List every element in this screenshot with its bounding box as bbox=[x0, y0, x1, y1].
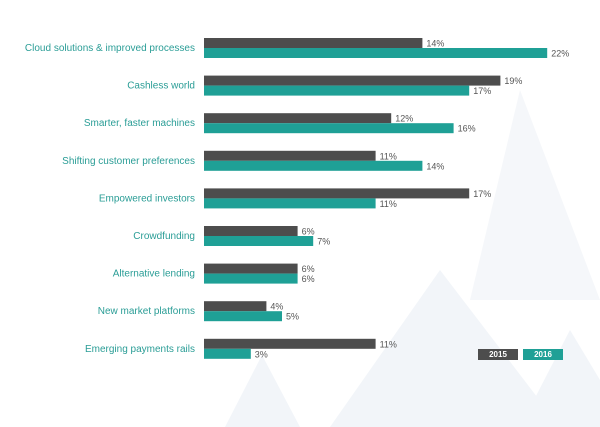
legend-swatch-2016 bbox=[523, 349, 563, 360]
data-label: 3% bbox=[255, 349, 268, 359]
bar-2015 bbox=[204, 75, 501, 86]
category-label: Smarter, faster machines bbox=[84, 118, 195, 129]
data-label: 11% bbox=[380, 199, 397, 209]
category-label: New market platforms bbox=[98, 306, 195, 317]
bar-2016 bbox=[204, 273, 298, 284]
plot-area: Cloud solutions & improved processes 14% 2… bbox=[25, 38, 569, 359]
bar-2016 bbox=[204, 348, 251, 359]
bar-2015 bbox=[204, 113, 392, 124]
data-label: 4% bbox=[270, 302, 283, 312]
data-label: 22% bbox=[551, 49, 569, 59]
bar-2016 bbox=[204, 48, 548, 58]
data-label: 14% bbox=[426, 161, 444, 171]
category-label: Alternative lending bbox=[113, 269, 195, 280]
bar-2015 bbox=[204, 263, 298, 274]
category-label: Crowdfunding bbox=[133, 231, 195, 242]
data-label: 11% bbox=[380, 151, 397, 161]
data-label: 12% bbox=[395, 114, 413, 124]
category-label: Cloud solutions & improved processes bbox=[25, 43, 195, 54]
data-label: 16% bbox=[458, 124, 476, 134]
background-triangles bbox=[225, 90, 600, 427]
data-label: 7% bbox=[317, 237, 330, 247]
bar-2016 bbox=[204, 311, 282, 322]
bar-2015 bbox=[204, 338, 376, 349]
bar-2016 bbox=[204, 198, 376, 209]
bar-2016 bbox=[204, 236, 314, 246]
data-label: 6% bbox=[302, 227, 315, 237]
data-label: 6% bbox=[302, 264, 315, 274]
data-label: 14% bbox=[426, 39, 444, 49]
bar-2015 bbox=[204, 301, 267, 312]
data-label: 19% bbox=[504, 76, 522, 86]
category-label: Shifting customer preferences bbox=[62, 156, 195, 167]
bar-2016 bbox=[204, 123, 454, 134]
legend: 2015 2016 bbox=[478, 349, 563, 360]
bar-2015 bbox=[204, 226, 298, 236]
bar-2015 bbox=[204, 38, 423, 48]
bar-2015 bbox=[204, 150, 376, 161]
legend-swatch-2015 bbox=[478, 349, 518, 360]
bar-2016 bbox=[204, 160, 423, 171]
category-label: Empowered investors bbox=[99, 193, 195, 204]
data-label: 11% bbox=[380, 339, 397, 349]
data-label: 17% bbox=[473, 86, 491, 96]
data-label: 6% bbox=[302, 274, 315, 284]
bar-2016 bbox=[204, 85, 470, 96]
category-label: Cashless world bbox=[127, 81, 195, 92]
data-label: 17% bbox=[473, 189, 491, 199]
data-label: 5% bbox=[286, 312, 299, 322]
bar-2015 bbox=[204, 188, 470, 199]
legend-label: 2015 bbox=[489, 350, 507, 359]
category-label: Emerging payments rails bbox=[85, 344, 195, 355]
legend-label: 2016 bbox=[534, 350, 552, 359]
